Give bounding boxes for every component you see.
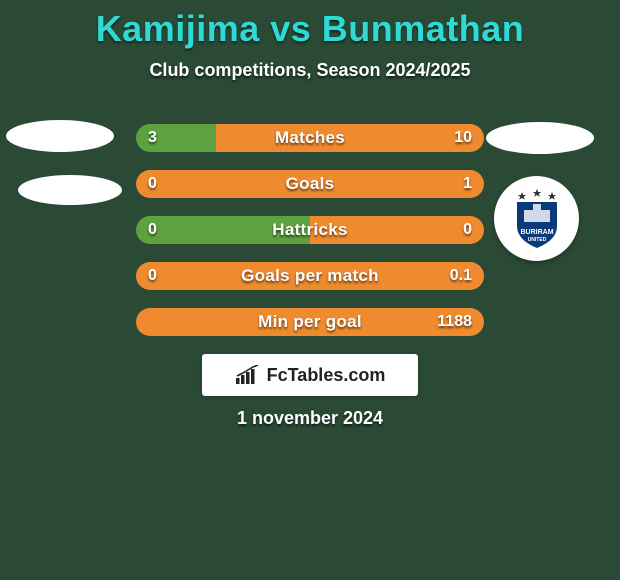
subtitle: Club competitions, Season 2024/2025: [0, 60, 620, 81]
stat-row: Min per goal1188: [136, 308, 484, 336]
brand-text: FcTables.com: [267, 365, 386, 386]
comparison-infographic: Kamijima vs Bunmathan Club competitions,…: [0, 0, 620, 580]
crest-icon: BURIRAM UNITED: [502, 184, 572, 254]
brand-box: FcTables.com: [202, 354, 418, 396]
stat-row: Goals per match0 0.1: [136, 262, 484, 290]
player-right-ellipse: [486, 122, 594, 154]
stat-row: Goals0 1: [136, 170, 484, 198]
stat-label: Min per goal: [136, 308, 484, 336]
stat-value-right: 0: [463, 216, 472, 244]
stat-value-left: 0: [148, 262, 157, 290]
club-crest-right: BURIRAM UNITED: [494, 176, 579, 261]
stat-label: Matches: [136, 124, 484, 152]
stat-value-left: 0: [148, 170, 157, 198]
stat-value-right: 10: [454, 124, 472, 152]
stat-row: Hattricks0 0: [136, 216, 484, 244]
svg-text:BURIRAM: BURIRAM: [520, 229, 553, 236]
svg-text:UNITED: UNITED: [527, 237, 546, 243]
stat-value-left: 3: [148, 124, 157, 152]
date-text: 1 november 2024: [0, 408, 620, 429]
stat-label: Hattricks: [136, 216, 484, 244]
stat-value-left: 0: [148, 216, 157, 244]
brand-chart-icon: [235, 365, 261, 385]
stat-bars: Matches310Goals01Hattricks00Goals per ma…: [136, 124, 484, 354]
page-title: Kamijima vs Bunmathan: [0, 8, 620, 50]
stat-label: Goals: [136, 170, 484, 198]
stat-value-right: 0.1: [450, 262, 472, 290]
player-left-ellipse-1: [6, 120, 114, 152]
stat-value-right: 1188: [437, 308, 472, 336]
player-left-ellipse-2: [18, 175, 122, 205]
stat-row: Matches3 10: [136, 124, 484, 152]
stat-value-right: 1: [463, 170, 472, 198]
stat-label: Goals per match: [136, 262, 484, 290]
